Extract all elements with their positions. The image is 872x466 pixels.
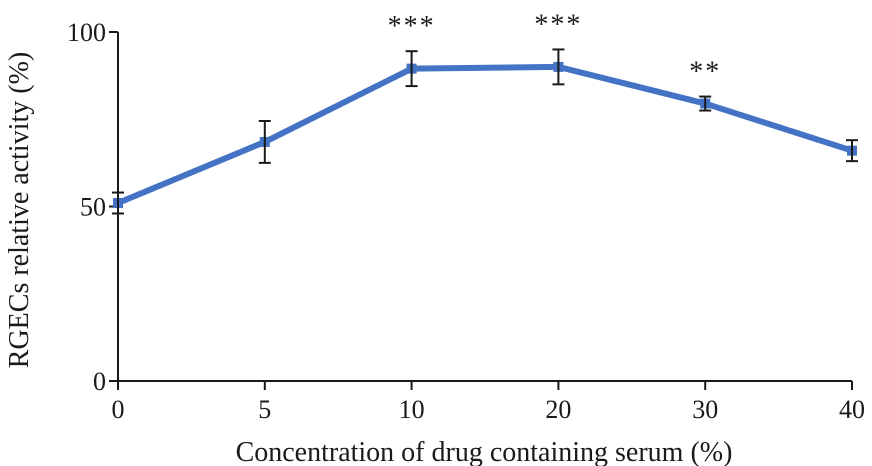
x-tick-label-30: 30 bbox=[692, 395, 718, 424]
y-tick-label-0: 0 bbox=[93, 367, 106, 396]
error-bar-20 bbox=[552, 48, 565, 86]
y-ticks: 0 50 100 bbox=[67, 18, 118, 396]
series-line-0 bbox=[114, 63, 856, 207]
significance-label-10: *** bbox=[388, 11, 436, 42]
error-bars bbox=[112, 48, 858, 215]
x-tick-label-20: 20 bbox=[545, 395, 571, 424]
x-axis-title: Concentration of drug containing serum (… bbox=[236, 437, 733, 466]
y-tick-label-100: 100 bbox=[67, 18, 106, 47]
x-tick-label-5: 5 bbox=[258, 395, 271, 424]
y-tick-label-50: 50 bbox=[80, 193, 106, 222]
error-bar-30 bbox=[699, 95, 712, 112]
significance-label-20: *** bbox=[534, 9, 582, 40]
x-tick-label-40: 40 bbox=[839, 395, 865, 424]
x-ticks: 0 5 10 20 30 40 bbox=[112, 381, 865, 424]
error-bar-0 bbox=[112, 191, 124, 215]
x-tick-label-0: 0 bbox=[112, 395, 125, 424]
series-group bbox=[113, 61, 857, 209]
error-bar-10 bbox=[405, 50, 418, 88]
significance-label-30: ** bbox=[689, 57, 721, 88]
significance-labels: *** ***** bbox=[388, 9, 721, 88]
error-bar-40 bbox=[846, 139, 858, 163]
error-bar-5 bbox=[258, 119, 271, 164]
x-tick-label-10: 10 bbox=[399, 395, 425, 424]
y-axis-title: RGECs relative activity (%) bbox=[4, 52, 35, 368]
